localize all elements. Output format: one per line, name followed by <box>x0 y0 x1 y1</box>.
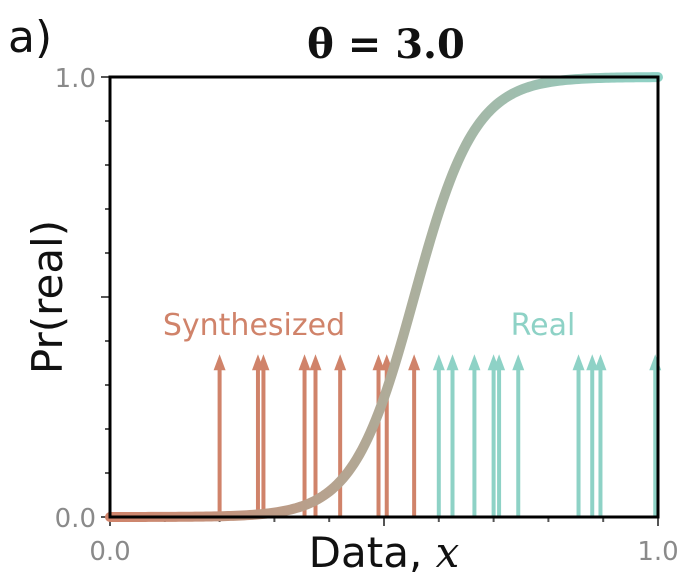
x-axis-variable: x <box>436 528 460 577</box>
real-arrow <box>586 354 599 517</box>
y-axis-label: Pr(real) <box>23 220 72 374</box>
synthesized-arrow <box>213 354 226 517</box>
synthesized-arrow <box>298 354 311 517</box>
chart-title: θ = 3.0 <box>307 21 465 68</box>
x-axis-label: Data, x <box>309 528 460 577</box>
real-arrow <box>493 354 506 517</box>
real-arrow <box>572 354 585 517</box>
synthesized-arrow <box>309 354 322 517</box>
panel-label: a) <box>8 12 52 63</box>
synthesized-label: Synthesized <box>163 308 345 343</box>
synthesized-arrow <box>257 354 270 517</box>
real-arrow <box>446 354 459 517</box>
sigmoid-curve <box>105 72 663 522</box>
real-arrow <box>594 354 607 517</box>
y-tick-bottom: 0.0 <box>55 504 96 534</box>
real-label: Real <box>511 308 576 343</box>
real-arrow <box>468 354 481 517</box>
plot-frame <box>108 75 660 519</box>
x-tick-left: 0.0 <box>89 537 130 567</box>
real-arrow <box>432 354 445 517</box>
x-axis-label-text: Data, <box>309 528 436 577</box>
data-arrows <box>213 354 662 517</box>
synthesized-arrow <box>408 354 421 517</box>
synthesized-arrow <box>334 354 347 517</box>
x-tick-right: 1.0 <box>637 537 678 567</box>
y-tick-top: 1.0 <box>55 64 96 94</box>
real-arrow <box>512 354 525 517</box>
synthesized-arrow <box>372 354 385 517</box>
